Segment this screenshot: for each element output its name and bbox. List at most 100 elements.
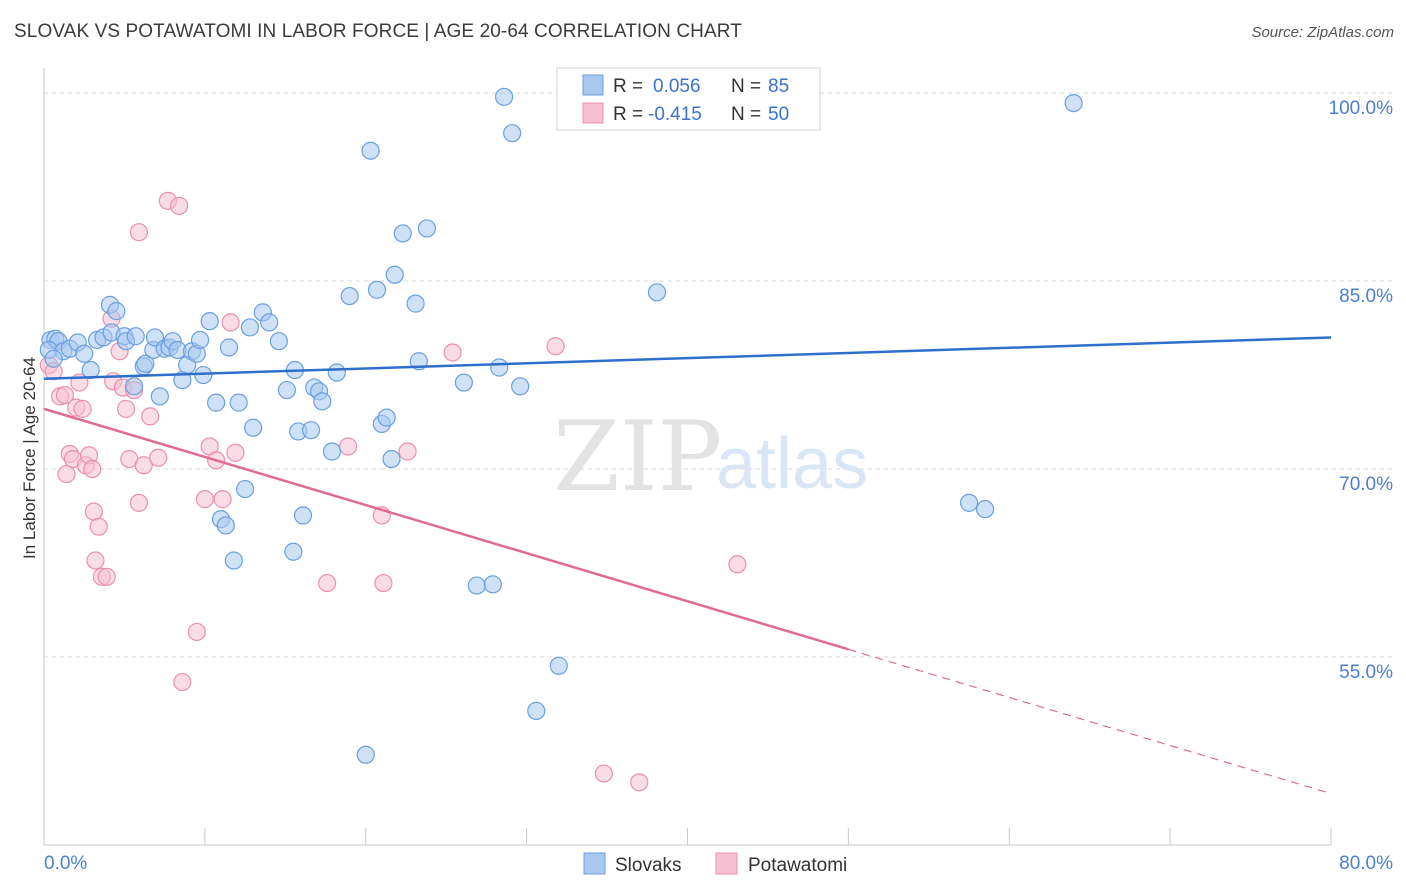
bottom-legend-potawatomi-label: Potawatomi bbox=[748, 855, 847, 876]
series-legend: Slovaks Potawatomi bbox=[583, 852, 847, 876]
legend-r-value-1: 0.056 bbox=[653, 76, 701, 97]
slovak-point-37 bbox=[216, 516, 235, 535]
slovak-point-76 bbox=[511, 377, 530, 396]
slovak-point-40 bbox=[229, 393, 248, 412]
potawatomi-point-40 bbox=[318, 573, 337, 593]
slovak-point-84 bbox=[1064, 93, 1083, 113]
slovak-points bbox=[39, 87, 1083, 764]
slovak-point-52 bbox=[301, 421, 321, 440]
potawatomi-point-38 bbox=[226, 443, 245, 462]
potawatomi-point-37 bbox=[213, 490, 232, 509]
slovak-point-77 bbox=[527, 701, 546, 721]
slovak-point-43 bbox=[244, 418, 263, 437]
slovak-point-18 bbox=[124, 377, 144, 396]
potawatomi-point-17 bbox=[97, 567, 116, 586]
potawatomi-point-14 bbox=[89, 517, 108, 536]
slovak-point-17 bbox=[126, 327, 145, 346]
slovak-point-69 bbox=[417, 219, 436, 238]
slovak-point-83 bbox=[976, 500, 995, 519]
potawatomi-point-47 bbox=[594, 764, 613, 783]
potawatomi-point-45 bbox=[443, 343, 462, 362]
potawatomi-trend-line bbox=[43, 407, 849, 651]
slovak-point-63 bbox=[377, 408, 396, 427]
slovak-point-82 bbox=[959, 493, 979, 512]
watermark-zip: ZIP bbox=[553, 401, 722, 513]
grid-lines bbox=[44, 92, 1393, 658]
slovak-point-66 bbox=[393, 224, 412, 243]
potawatomi-point-9 bbox=[73, 399, 92, 418]
legend-n-label-1: N = bbox=[731, 76, 761, 97]
potawatomi-point-48 bbox=[630, 773, 649, 792]
bottom-legend-slovak-swatch bbox=[583, 852, 606, 875]
legend-n-label-2: N = bbox=[731, 104, 761, 125]
chart-title: SLOVAK VS POTAWATOMI IN LABOR FORCE | AG… bbox=[14, 21, 742, 42]
correlation-legend: R = 0.056 N = 85 R = -0.415 N = 50 bbox=[556, 67, 821, 131]
slovak-point-41 bbox=[235, 479, 255, 499]
slovak-point-14 bbox=[107, 302, 126, 321]
slovak-point-35 bbox=[207, 393, 226, 412]
slovak-point-23 bbox=[150, 387, 169, 406]
legend-n-value-2: 50 bbox=[768, 104, 789, 125]
slovak-point-73 bbox=[490, 358, 509, 377]
slovak-point-75 bbox=[503, 124, 522, 143]
y-tick-labels: 55.0% 70.0% 85.0% 100.0% bbox=[1329, 98, 1394, 683]
slovak-point-56 bbox=[322, 442, 342, 461]
slovak-point-48 bbox=[284, 542, 303, 561]
slovak-point-55 bbox=[313, 392, 332, 411]
y-tick-label-85: 85.0% bbox=[1339, 286, 1393, 307]
potawatomi-point-27 bbox=[134, 456, 153, 475]
slovak-point-78 bbox=[549, 656, 568, 675]
slovak-point-32 bbox=[190, 330, 210, 350]
x-ticks bbox=[43, 828, 1332, 845]
potawatomi-point-26 bbox=[129, 223, 149, 242]
potawatomi-point-46 bbox=[546, 337, 565, 356]
potawatomi-point-32 bbox=[173, 672, 192, 692]
bottom-legend-slovak-label: Slovaks bbox=[615, 855, 682, 876]
slovak-point-72 bbox=[483, 575, 502, 594]
slovak-point-39 bbox=[224, 551, 243, 570]
y-axis-label: In Labor Force | Age 20-64 bbox=[20, 357, 39, 559]
slovak-point-65 bbox=[385, 265, 404, 284]
potawatomi-point-13 bbox=[84, 502, 103, 521]
legend-potawatomi-swatch bbox=[582, 102, 604, 124]
slovak-point-80 bbox=[647, 283, 667, 302]
slovak-point-64 bbox=[382, 449, 401, 469]
slovak-point-59 bbox=[356, 745, 375, 764]
y-tick-label-100: 100.0% bbox=[1329, 98, 1394, 119]
x-tick-label-max: 80.0% bbox=[1339, 853, 1393, 874]
watermark: ZIP atlas bbox=[553, 401, 868, 513]
slovak-point-61 bbox=[367, 280, 387, 299]
potawatomi-point-44 bbox=[398, 442, 417, 461]
potawatomi-trend-extension bbox=[848, 648, 1332, 795]
potawatomi-point-15 bbox=[86, 551, 105, 570]
slovak-trend-line bbox=[43, 336, 1332, 381]
potawatomi-point-3 bbox=[55, 385, 75, 405]
slovak-point-74 bbox=[495, 87, 514, 106]
potawatomi-point-29 bbox=[149, 448, 168, 467]
slovak-point-20 bbox=[136, 354, 155, 373]
source-label: Source: ZipAtlas.com bbox=[1251, 24, 1394, 41]
slovak-point-47 bbox=[277, 380, 297, 400]
y-tick-label-55: 55.0% bbox=[1339, 662, 1393, 683]
slovak-point-6 bbox=[44, 349, 63, 368]
potawatomi-point-34 bbox=[195, 490, 214, 509]
legend-r-label-1: R = bbox=[613, 76, 643, 97]
legend-slovak-swatch bbox=[582, 74, 604, 96]
slovak-point-38 bbox=[219, 338, 239, 357]
legend-r-label-2: R = bbox=[613, 104, 643, 125]
slovak-point-70 bbox=[454, 373, 473, 392]
potawatomi-point-43 bbox=[374, 573, 393, 593]
potawatomi-point-33 bbox=[187, 622, 206, 642]
potawatomi-point-4 bbox=[57, 464, 76, 484]
slovak-point-57 bbox=[327, 363, 346, 382]
slovak-point-8 bbox=[75, 344, 94, 363]
bottom-legend-potawatomi-swatch bbox=[715, 852, 738, 875]
slovak-point-67 bbox=[406, 294, 425, 313]
potawatomi-point-31 bbox=[170, 196, 189, 215]
slovak-point-51 bbox=[293, 506, 313, 525]
potawatomi-point-39 bbox=[221, 313, 240, 332]
y-tick-label-70: 70.0% bbox=[1339, 474, 1393, 495]
potawatomi-point-22 bbox=[116, 399, 136, 418]
potawatomi-point-28 bbox=[141, 407, 160, 426]
